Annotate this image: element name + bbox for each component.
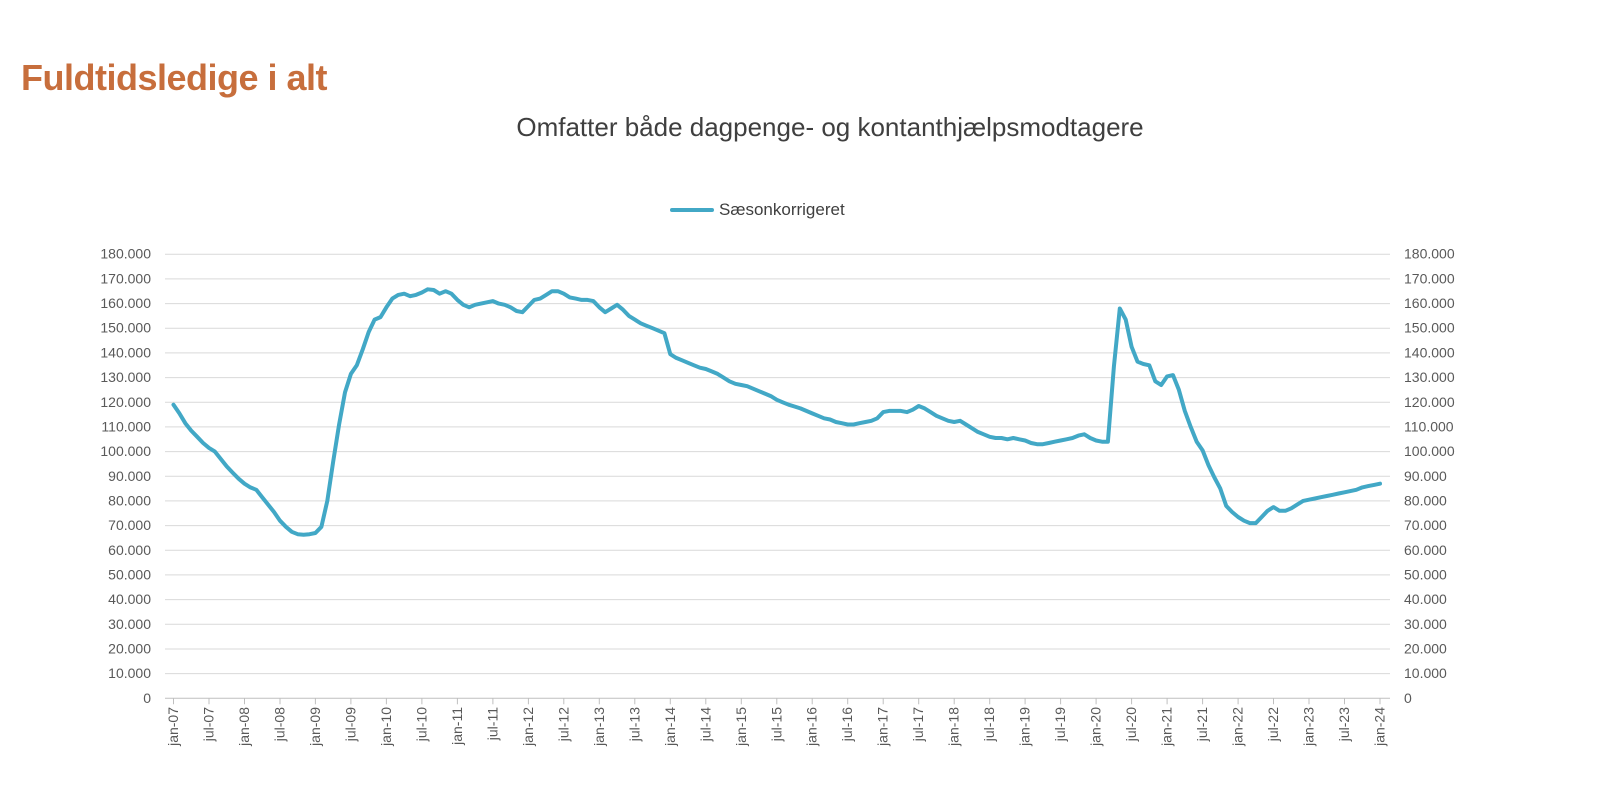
x-axis-label: jul-16 bbox=[839, 707, 855, 742]
x-axis-label: jul-22 bbox=[1265, 707, 1281, 742]
y-axis-label-right: 80.000 bbox=[1404, 492, 1447, 508]
x-axis-label: jan-11 bbox=[449, 707, 465, 746]
y-axis-label-right: 90.000 bbox=[1404, 468, 1447, 484]
x-axis-label: jul-20 bbox=[1123, 707, 1139, 742]
y-axis-label-right: 70.000 bbox=[1404, 517, 1447, 533]
x-axis-label: jan-12 bbox=[520, 707, 536, 747]
chart-subtitle: Omfatter både dagpenge- og kontanthjælps… bbox=[516, 112, 1144, 142]
y-axis-label-left: 150.000 bbox=[100, 320, 151, 336]
x-axis-label: jan-10 bbox=[378, 707, 394, 747]
x-axis-label: jan-17 bbox=[875, 707, 891, 747]
x-axis-label: jan-19 bbox=[1017, 707, 1033, 747]
y-axis-label-left: 30.000 bbox=[108, 616, 151, 632]
y-axis-label-left: 180.000 bbox=[100, 246, 151, 262]
y-axis-label-right: 40.000 bbox=[1404, 591, 1447, 607]
x-axis-label: jan-07 bbox=[165, 707, 181, 747]
y-axis-label-left: 70.000 bbox=[108, 517, 151, 533]
x-axis-label: jan-21 bbox=[1159, 707, 1175, 747]
y-axis-label-right: 140.000 bbox=[1404, 344, 1455, 360]
x-axis-label: jul-13 bbox=[626, 707, 642, 742]
x-axis-label: jul-21 bbox=[1194, 707, 1210, 742]
x-axis-label: jul-17 bbox=[910, 707, 926, 742]
x-axis-label: jan-15 bbox=[733, 707, 749, 747]
y-axis-label-left: 110.000 bbox=[101, 418, 151, 434]
x-axis-label: jan-14 bbox=[662, 707, 678, 747]
y-axis-label-left: 140.000 bbox=[100, 344, 151, 360]
x-axis-label: jan-20 bbox=[1088, 707, 1104, 747]
x-axis-label: jan-24 bbox=[1371, 707, 1387, 747]
legend: Sæsonkorrigeret bbox=[670, 200, 845, 220]
y-axis-label-right: 60.000 bbox=[1404, 542, 1447, 558]
y-axis-label-left: 50.000 bbox=[108, 566, 151, 582]
y-axis-label-right: 100.000 bbox=[1404, 443, 1455, 459]
x-axis-label: jan-22 bbox=[1230, 707, 1246, 747]
page-title: Fuldtidsledige i alt bbox=[21, 57, 328, 99]
y-axis-label-left: 60.000 bbox=[108, 542, 151, 558]
legend-label: Sæsonkorrigeret bbox=[719, 200, 845, 219]
y-axis-label-right: 150.000 bbox=[1404, 320, 1455, 336]
x-axis-label: jan-09 bbox=[307, 707, 323, 747]
y-axis-label-left: 0 bbox=[143, 690, 151, 706]
y-axis-label-left: 100.000 bbox=[100, 443, 151, 459]
y-axis-label-right: 20.000 bbox=[1404, 640, 1447, 656]
y-axis-label-right: 0 bbox=[1404, 690, 1412, 706]
x-axis-label: jul-18 bbox=[981, 707, 997, 742]
x-axis-label: jan-13 bbox=[591, 707, 607, 747]
y-axis-label-right: 50.000 bbox=[1404, 566, 1447, 582]
x-axis-label: jan-18 bbox=[946, 707, 962, 747]
y-axis-label-left: 80.000 bbox=[108, 492, 151, 508]
x-axis-label: jul-11 bbox=[484, 707, 500, 741]
y-axis-label-left: 90.000 bbox=[108, 468, 151, 484]
y-axis-label-right: 120.000 bbox=[1404, 394, 1455, 410]
y-axis-label-left: 20.000 bbox=[108, 640, 151, 656]
x-axis-label: jul-10 bbox=[413, 707, 429, 742]
legend-line-swatch bbox=[670, 208, 714, 212]
y-axis-label-left: 10.000 bbox=[108, 665, 151, 681]
y-axis-label-right: 180.000 bbox=[1404, 246, 1455, 262]
y-axis-label-left: 130.000 bbox=[100, 369, 151, 385]
x-axis-label: jan-16 bbox=[804, 707, 820, 747]
y-axis-label-right: 160.000 bbox=[1404, 295, 1455, 311]
x-axis-label: jul-19 bbox=[1052, 707, 1068, 742]
y-axis-label-right: 130.000 bbox=[1404, 369, 1455, 385]
x-axis-label: jul-12 bbox=[555, 707, 571, 742]
y-axis-label-right: 170.000 bbox=[1404, 270, 1455, 286]
x-axis-label: jul-08 bbox=[271, 707, 287, 742]
x-axis-label: jan-08 bbox=[236, 707, 252, 747]
x-axis-label: jan-23 bbox=[1300, 707, 1316, 747]
x-axis-label: jul-09 bbox=[342, 707, 358, 742]
y-axis-label-left: 120.000 bbox=[100, 394, 151, 410]
series-line-saesonkorrigeret bbox=[171, 287, 1382, 537]
x-axis-label: jul-14 bbox=[697, 707, 713, 742]
y-axis-label-right: 30.000 bbox=[1404, 616, 1447, 632]
y-axis-label-left: 40.000 bbox=[108, 591, 151, 607]
y-axis-label-right: 10.000 bbox=[1404, 665, 1447, 681]
x-axis-label: jul-23 bbox=[1336, 707, 1352, 742]
y-axis-label-left: 160.000 bbox=[100, 295, 151, 311]
y-axis-label-right: 110.000 bbox=[1404, 418, 1454, 434]
y-axis-label-left: 170.000 bbox=[100, 270, 151, 286]
x-axis-label: jul-07 bbox=[200, 707, 216, 742]
x-axis-label: jul-15 bbox=[768, 707, 784, 742]
